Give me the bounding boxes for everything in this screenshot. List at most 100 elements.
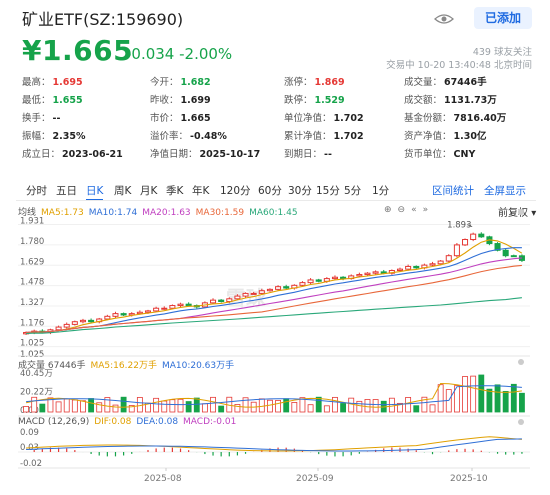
price-axis-label: 1.327 <box>20 298 44 308</box>
zoom-in-icon[interactable]: ⊕ <box>384 205 392 215</box>
scroll-left-icon[interactable]: « <box>411 205 417 215</box>
volume-bar <box>478 374 485 413</box>
panel-settings-icon[interactable] <box>518 359 524 365</box>
ma-line <box>26 239 523 334</box>
volume-bar <box>340 403 347 413</box>
zoom-out-icon[interactable]: ⊖ <box>397 205 406 215</box>
tab-3[interactable]: 周K <box>114 185 132 197</box>
stat-item: 市价： 1.665 <box>150 110 211 124</box>
volume-bar <box>388 397 395 413</box>
volume-bar <box>96 402 103 413</box>
stats-row: 最低： 1.655 昨收： 1.699 跌停： 1.529 成交额： 1131.73万 <box>22 90 532 108</box>
candle <box>153 307 160 312</box>
stats-grid: 最高： 1.695 今开： 1.682 涨停： 1.869 成交量： 67446手 最低： 1.6… <box>22 72 532 162</box>
stat-value: -0.48% <box>190 131 227 142</box>
volume-ma10-line <box>26 385 522 406</box>
stat-value: 2023-06-21 <box>62 149 123 160</box>
volume-bar <box>120 396 127 413</box>
stat-item: 最高： 1.695 <box>22 74 83 88</box>
price-axis-label: 1.780 <box>20 237 44 247</box>
volume-bar <box>356 400 363 413</box>
stat-value: 1.665 <box>180 113 211 124</box>
volume-bar <box>39 403 46 413</box>
volume-legend: 成交量 67446手 MA5:16.22万手 MA10:20.63万手 <box>18 358 239 371</box>
ma-line <box>26 247 522 334</box>
stat-value: 2025-10-17 <box>199 149 261 160</box>
price-axis-label: 1.176 <box>20 318 44 328</box>
stat-value: 1131.73万 <box>444 95 497 106</box>
stat-label: 净值日期： <box>150 149 198 160</box>
stat-label: 换手： <box>22 113 51 124</box>
candle <box>470 233 477 241</box>
tab-0[interactable]: 分时 <box>26 185 47 197</box>
stats-row: 成立日： 2023-06-21 净值日期： 2025-10-17 到期日： -- 货币单位：… <box>22 144 532 162</box>
eye-icon[interactable] <box>434 13 454 25</box>
candle <box>478 233 485 238</box>
tab-11[interactable]: 5分 <box>344 185 362 197</box>
volume-bar <box>421 396 428 413</box>
candle <box>372 271 379 274</box>
volume-bar <box>71 399 78 413</box>
panel-settings-icon[interactable] <box>518 419 524 425</box>
tab-7[interactable]: 120分 <box>220 185 251 197</box>
tab-12[interactable]: 1分 <box>372 185 390 197</box>
candle <box>429 263 436 266</box>
range-stats-button[interactable]: 区间统计 <box>432 185 474 197</box>
fullscreen-button[interactable]: 全屏显示 <box>484 185 526 197</box>
tab-10[interactable]: 15分 <box>316 185 340 197</box>
candle <box>462 239 469 246</box>
candle <box>266 288 273 292</box>
stat-item: 今开： 1.682 <box>150 74 211 88</box>
volume-bar <box>136 397 143 413</box>
macd-legend-item: DIF:0.08 <box>94 417 132 427</box>
candle <box>112 313 119 317</box>
candle <box>88 319 95 323</box>
tab-9[interactable]: 30分 <box>288 185 312 197</box>
volume-bar <box>494 384 501 413</box>
stat-item: 换手： -- <box>22 110 60 124</box>
candle <box>315 279 322 282</box>
tab-6[interactable]: 年K <box>192 185 210 197</box>
ma-line <box>26 264 522 334</box>
candle <box>185 303 192 307</box>
volume-bar <box>332 396 338 413</box>
candle <box>120 313 127 316</box>
volume-bar <box>397 402 403 413</box>
follow-button[interactable]: 已添加 <box>474 7 532 29</box>
tab-4[interactable]: 月K <box>140 185 158 197</box>
fq-dropdown[interactable]: 前复权 ▾ <box>498 204 536 219</box>
macd-legend-item: MACD (12,26,9) <box>18 417 90 427</box>
x-axis-label: 2025-10 <box>450 474 488 484</box>
stat-label: 跌停： <box>284 95 313 106</box>
tab-5[interactable]: 季K <box>166 185 184 197</box>
volume-bar <box>429 404 436 413</box>
stats-row: 换手： -- 市价： 1.665 单位净值： 1.702 基金份额： 7816.40万 <box>22 108 532 126</box>
panel-settings-icon[interactable] <box>518 209 524 215</box>
ma-legend-item: MA60:1.45 <box>249 208 298 218</box>
scroll-right-icon[interactable]: » <box>422 205 429 215</box>
page-title: 矿业ETF(SZ:159690) <box>22 10 184 29</box>
stat-value: -- <box>324 149 332 160</box>
volume-bar <box>55 401 62 413</box>
stat-item: 净值日期： 2025-10-17 <box>150 146 260 160</box>
period-tabs: 分时 五日 日K 周K 月K 季K 年K 120分 60分 30分 15分 5分 1分 区间统计 全屏显示 <box>16 183 536 201</box>
volume-bar <box>234 404 241 413</box>
candle <box>445 255 452 262</box>
volume-bar <box>364 399 371 413</box>
tab-8[interactable]: 60分 <box>258 185 282 197</box>
volume-bar <box>267 399 273 413</box>
timestamp: 交易中 10-20 13:40:48 北京时间 <box>386 60 532 71</box>
volume-bar <box>201 403 208 413</box>
x-axis-label: 2025-08 <box>144 474 182 484</box>
volume-bar <box>242 397 249 413</box>
candle <box>242 292 249 297</box>
candle <box>104 315 111 320</box>
stat-label: 成立日： <box>22 149 61 160</box>
tab-1[interactable]: 五日 <box>56 185 77 197</box>
stat-value: CNY <box>453 149 476 160</box>
stat-value: 1.695 <box>52 77 83 88</box>
volume-bar <box>128 405 135 413</box>
candle <box>71 321 78 325</box>
volume-bar <box>299 397 306 413</box>
